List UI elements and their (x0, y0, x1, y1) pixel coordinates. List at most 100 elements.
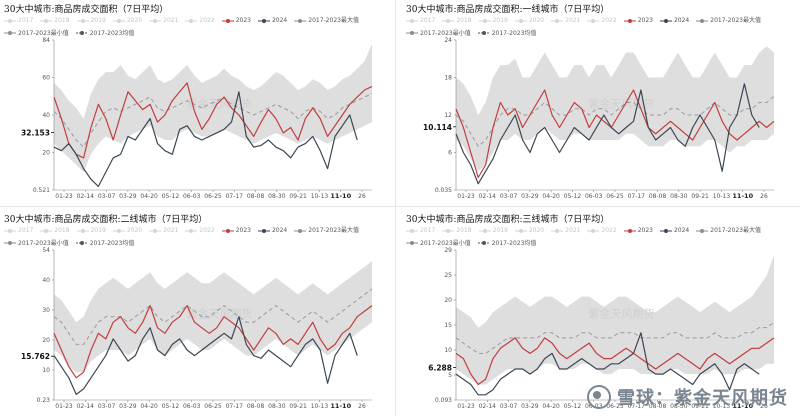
legend-2017[interactable]: 2017 (406, 15, 435, 26)
legend-marker-icon (551, 228, 564, 233)
legend-2020[interactable]: 2020 (514, 15, 544, 26)
max-min-band-area (54, 261, 372, 373)
brand-text: 雪球：紫金天风期货 (617, 388, 788, 409)
legend-2021[interactable]: 2021 (149, 15, 178, 26)
last-value-label: 6.288 (428, 363, 452, 372)
vertical-divider (395, 0, 396, 416)
chart-panel-tier2: 30大中城市:商品房成交面积:二线城市（7日平均） 2017 2018 2019 20… (0, 210, 376, 410)
legend-label: 2019 (492, 227, 508, 234)
legend-marker-icon (696, 18, 709, 23)
legend-label: 2019 (492, 17, 508, 24)
legend-2022[interactable]: 2022 (587, 225, 617, 236)
legend-min[interactable]: 2017-2023最小值 (4, 238, 69, 249)
legend-2019[interactable]: 2019 (76, 225, 106, 236)
legend-marker-icon (696, 228, 709, 233)
legend-marker-icon (406, 241, 418, 245)
legend-min[interactable]: 2017-2023最小值 (406, 28, 471, 39)
legend-2020[interactable]: 2020 (112, 15, 143, 26)
x-tick-label: 02-14 (77, 403, 95, 410)
legend-min[interactable]: 2017-2023最小值 (406, 238, 471, 249)
x-tick-label: 08-08 (247, 403, 265, 410)
legend-2021[interactable]: 2021 (551, 225, 580, 236)
legend-label: 2022 (601, 17, 617, 24)
legend-label: 2020 (126, 17, 143, 24)
legend-max[interactable]: 2017-2023最大值 (696, 15, 761, 26)
series-2023-line (455, 89, 775, 179)
legend-marker-icon (514, 228, 527, 233)
series-mean-line (53, 288, 373, 345)
legend-2020[interactable]: 2020 (514, 225, 544, 236)
x-tick-label: 06-25 (606, 403, 624, 410)
x-tick-label: 06-25 (606, 193, 624, 200)
legend-mean[interactable]: 2017-2023均值 (477, 238, 536, 249)
legend-2018[interactable]: 2018 (40, 15, 70, 26)
legend-label: 2017-2023最小值 (420, 239, 471, 247)
legend-label: 2020 (126, 227, 143, 234)
legend-2020[interactable]: 2020 (112, 225, 143, 236)
legend-marker-icon (149, 18, 162, 23)
legend-marker-icon (257, 18, 270, 23)
x-tick-label: 26 (760, 403, 768, 410)
legend-min[interactable]: 2017-2023最小值 (4, 28, 69, 39)
legend-label: 2017-2023均值 (491, 29, 537, 37)
legend-2023[interactable]: 2023 (221, 15, 251, 26)
legend-max[interactable]: 2017-2023最大值 (294, 225, 359, 236)
y-tick-label: 18 (444, 75, 452, 82)
legend-2024[interactable]: 2024 (659, 15, 689, 26)
legend-mean[interactable]: 2017-2023均值 (477, 28, 537, 39)
legend-label: 2024 (673, 227, 690, 234)
legend-2019[interactable]: 2019 (478, 15, 508, 26)
legend-2021[interactable]: 2021 (551, 15, 580, 26)
legend-mean[interactable]: 2017-2023均值 (75, 28, 134, 39)
legend-marker-icon (478, 18, 491, 23)
x-tick-label: 08-30 (268, 403, 286, 410)
x-tick-label: 09-21 (289, 193, 307, 200)
legend-2019[interactable]: 2019 (478, 225, 508, 236)
y-tick-label: 10 (444, 347, 452, 354)
legend-2024[interactable]: 2024 (659, 225, 690, 236)
legend-max[interactable]: 2017-2023最大值 (696, 225, 761, 236)
legend-marker-icon (4, 228, 16, 233)
legend-marker-icon (185, 228, 198, 233)
legend-2023[interactable]: 2023 (221, 225, 251, 236)
legend-label: 2017 (18, 227, 34, 234)
legend-marker-icon (112, 18, 125, 23)
legend-marker-icon (149, 228, 162, 233)
legend-2018[interactable]: 2018 (40, 225, 70, 236)
legend-marker-icon (623, 18, 636, 23)
brand-badge: 雪球：紫金天风期货 (587, 384, 788, 410)
legend-max[interactable]: 2017-2023最大值 (294, 15, 359, 26)
x-tick-label: 06-25 (204, 403, 222, 410)
legend-2024[interactable]: 2024 (257, 225, 287, 236)
series-2023-line (455, 337, 775, 386)
y-tick-label: 0.035 (435, 187, 452, 194)
y-tick-label: 20 (42, 337, 50, 344)
legend-2019[interactable]: 2019 (76, 15, 106, 26)
legend-2022[interactable]: 2022 (185, 225, 215, 236)
chart-title: 30大中城市:商品房成交面积:三线城市（7日平均） (406, 215, 610, 225)
series-2024-line (53, 316, 358, 395)
y-tick-label: 29 (444, 247, 452, 254)
legend-label: 2017-2023最小值 (18, 29, 69, 37)
legend-label: 2021 (565, 17, 581, 24)
legend-2023[interactable]: 2023 (623, 15, 653, 26)
legend-2024[interactable]: 2024 (257, 15, 287, 26)
legend-2021[interactable]: 2021 (149, 225, 178, 236)
legend-2017[interactable]: 2017 (4, 225, 33, 236)
legend-2017[interactable]: 2017 (4, 15, 33, 26)
legend-marker-icon (221, 228, 234, 233)
y-tick-label: 84 (42, 37, 50, 44)
max-min-band-area (456, 46, 774, 172)
legend-label: 2023 (637, 17, 653, 24)
x-tick-label: 08-30 (670, 193, 688, 200)
legend-2022[interactable]: 2022 (185, 15, 215, 26)
legend-2022[interactable]: 2022 (587, 15, 617, 26)
last-value-box (402, 121, 453, 132)
legend-mean[interactable]: 2017-2023均值 (75, 238, 134, 249)
legend-2018[interactable]: 2018 (442, 15, 472, 26)
legend-2017[interactable]: 2017 (406, 225, 435, 236)
legend-2018[interactable]: 2018 (442, 225, 472, 236)
legend-2023[interactable]: 2023 (623, 225, 653, 236)
